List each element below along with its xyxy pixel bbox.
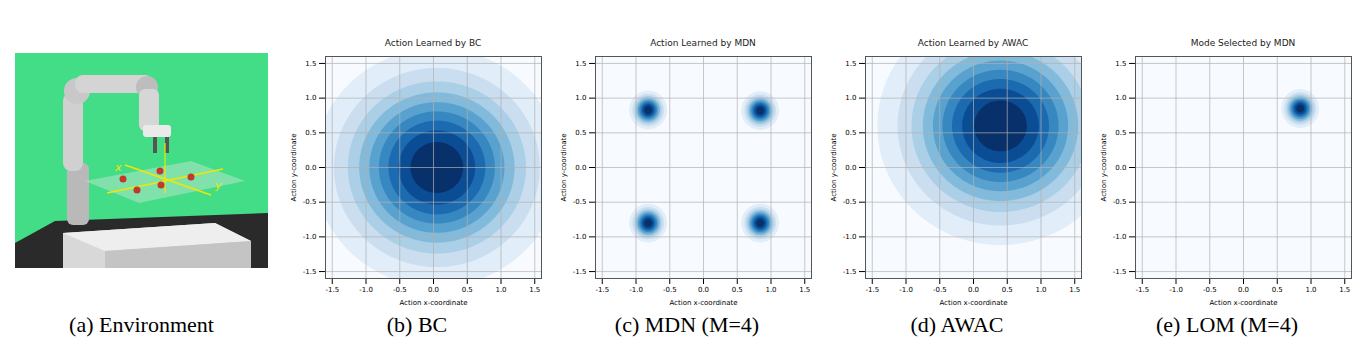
svg-text:-1.0: -1.0: [573, 233, 587, 241]
svg-text:Action x-coordinate: Action x-coordinate: [939, 299, 1007, 307]
svg-text:-0.5: -0.5: [393, 286, 407, 294]
svg-text:1.0: 1.0: [495, 286, 506, 294]
svg-text:0.5: 0.5: [575, 129, 586, 137]
svg-text:0.0: 0.0: [305, 164, 316, 172]
svg-text:0.0: 0.0: [1115, 164, 1126, 172]
svg-text:-0.5: -0.5: [573, 198, 587, 206]
svg-text:Action y-coordinate: Action y-coordinate: [560, 133, 568, 201]
svg-text:1.0: 1.0: [575, 94, 586, 102]
svg-text:1.5: 1.5: [1339, 286, 1350, 294]
svg-text:y: y: [214, 179, 222, 192]
svg-text:0.5: 0.5: [1272, 286, 1283, 294]
svg-text:0.5: 0.5: [305, 129, 316, 137]
svg-text:1.5: 1.5: [529, 286, 540, 294]
html-text:(d) AWAC: (d) AWAC: [910, 312, 1004, 337]
html-text:(e) LOM (M=4): (e) LOM (M=4): [1156, 312, 1298, 337]
svg-text:1.5: 1.5: [1069, 286, 1080, 294]
svg-text:-1.5: -1.5: [573, 268, 587, 276]
svg-text:Action y-coordinate: Action y-coordinate: [1100, 133, 1108, 201]
svg-text:-1.5: -1.5: [1113, 268, 1127, 276]
svg-text:1.5: 1.5: [1115, 60, 1126, 68]
svg-text:Action y-coordinate: Action y-coordinate: [830, 133, 838, 201]
svg-text:1.5: 1.5: [845, 60, 856, 68]
svg-text:-1.0: -1.0: [359, 286, 373, 294]
html-text:Action Learned by AWAC: Action Learned by AWAC: [917, 38, 1029, 48]
svg-text:0.5: 0.5: [845, 129, 856, 137]
svg-text:1.5: 1.5: [799, 286, 810, 294]
svg-text:-1.0: -1.0: [1113, 233, 1127, 241]
svg-text:-1.0: -1.0: [629, 286, 643, 294]
svg-text:1.0: 1.0: [1115, 94, 1126, 102]
svg-text:-1.5: -1.5: [865, 286, 879, 294]
svg-text:-1.5: -1.5: [303, 268, 317, 276]
svg-text:-0.5: -0.5: [1203, 286, 1217, 294]
svg-text:0.5: 0.5: [732, 286, 743, 294]
svg-text:-0.5: -0.5: [1113, 198, 1127, 206]
html-text:(b) BC: (b) BC: [386, 312, 448, 337]
svg-text:-1.5: -1.5: [1135, 286, 1149, 294]
svg-text:-0.5: -0.5: [303, 198, 317, 206]
svg-text:0.5: 0.5: [462, 286, 473, 294]
svg-text:-1.5: -1.5: [595, 286, 609, 294]
svg-text:Action x-coordinate: Action x-coordinate: [669, 299, 737, 307]
svg-text:1.0: 1.0: [1305, 286, 1316, 294]
svg-text:0.0: 0.0: [698, 286, 709, 294]
svg-text:-0.5: -0.5: [843, 198, 857, 206]
svg-text:1.0: 1.0: [305, 94, 316, 102]
svg-text:0.0: 0.0: [575, 164, 586, 172]
html-text:Action Learned by MDN: Action Learned by MDN: [650, 38, 756, 48]
html-text:Action Learned by BC: Action Learned by BC: [384, 38, 482, 48]
svg-text:Action x-coordinate: Action x-coordinate: [1209, 299, 1277, 307]
svg-text:1.0: 1.0: [1035, 286, 1046, 294]
svg-text:x: x: [114, 161, 122, 174]
svg-text:-1.0: -1.0: [303, 233, 317, 241]
html-text:Mode Selected by MDN: Mode Selected by MDN: [1190, 38, 1296, 48]
svg-text:0.0: 0.0: [845, 164, 856, 172]
svg-text:1.5: 1.5: [575, 60, 586, 68]
svg-text:0.5: 0.5: [1002, 286, 1013, 294]
svg-text:0.0: 0.0: [428, 286, 439, 294]
svg-text:1.0: 1.0: [845, 94, 856, 102]
html-text:(a) Environment: (a) Environment: [69, 312, 214, 337]
svg-text:-1.5: -1.5: [325, 286, 339, 294]
svg-text:-0.5: -0.5: [933, 286, 947, 294]
svg-text:-1.0: -1.0: [1169, 286, 1183, 294]
svg-text:0.0: 0.0: [968, 286, 979, 294]
svg-text:0.5: 0.5: [1115, 129, 1126, 137]
svg-text:Action y-coordinate: Action y-coordinate: [290, 133, 298, 201]
svg-text:0.0: 0.0: [1238, 286, 1249, 294]
svg-text:-1.0: -1.0: [843, 233, 857, 241]
svg-text:1.0: 1.0: [765, 286, 776, 294]
html-text:(c) MDN (M=4): (c) MDN (M=4): [614, 312, 760, 337]
svg-text:-1.5: -1.5: [843, 268, 857, 276]
svg-text:-0.5: -0.5: [663, 286, 677, 294]
svg-text:1.5: 1.5: [305, 60, 316, 68]
svg-text:-1.0: -1.0: [899, 286, 913, 294]
svg-text:Action x-coordinate: Action x-coordinate: [399, 299, 467, 307]
